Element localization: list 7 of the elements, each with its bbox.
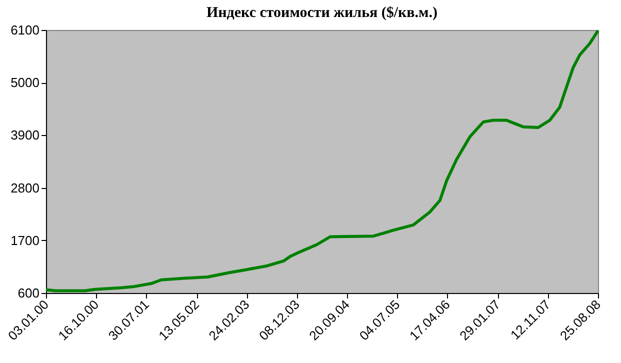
y-tick-label: 5000: [10, 75, 40, 90]
y-tick-label: 600: [18, 286, 40, 300]
y-tick-label: 3900: [10, 128, 40, 143]
y-tick-label: 6100: [10, 22, 40, 38]
y-tick-label: 2800: [10, 180, 40, 196]
chart-title: Индекс стоимости жилья ($/кв.м.): [206, 5, 438, 21]
y-tick-label: 1700: [10, 232, 40, 248]
